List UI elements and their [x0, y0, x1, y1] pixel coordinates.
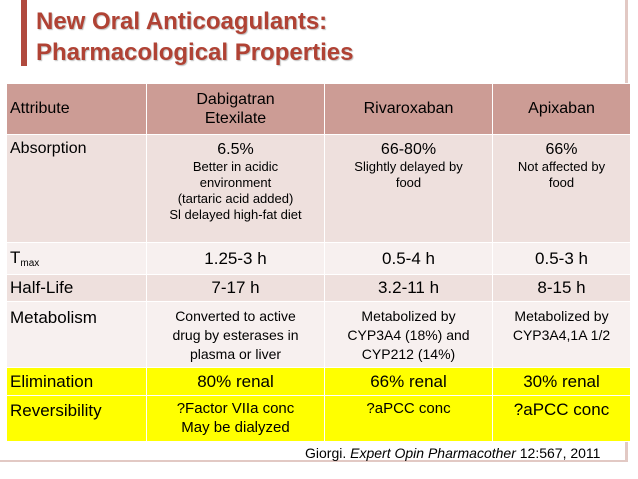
reversibility-apixaban: ?aPCC conc	[492, 395, 631, 442]
header-row: Attribute Dabigatran Etexilate Rivaroxab…	[6, 83, 631, 135]
title-line-2: Pharmacological Properties	[36, 39, 354, 66]
row-absorption: Absorption 6.5% Better in acidic environ…	[6, 134, 631, 243]
halflife-label: Half-Life	[6, 274, 147, 302]
reversibility-dabigatran-line-2: May be dialyzed	[181, 419, 290, 436]
row-tmax: Tmax 1.25-3 h 0.5-4 h 0.5-3 h	[6, 242, 631, 275]
halflife-apixaban: 8-15 h	[492, 274, 631, 302]
absorption-dabigatran-value: 6.5%	[217, 141, 254, 158]
absorption-apixaban-note-2: food	[548, 175, 575, 190]
row-reversibility: Reversibility ?Factor VIIa conc May be d…	[6, 395, 631, 442]
metabolism-rivaroxaban: Metabolized by CYP3A4 (18%) and CYP212 (…	[324, 301, 493, 368]
absorption-rivaroxaban-value: 66-80%	[380, 141, 437, 158]
tmax-label-sub: max	[20, 258, 40, 269]
metabolism-apixaban: Metabolized by CYP3A4,1A 1/2	[492, 301, 631, 368]
reversibility-rivaroxaban: ?aPCC conc	[324, 395, 493, 442]
absorption-dabigatran-note-1: Better in acidic	[192, 159, 279, 174]
header-apixaban: Apixaban	[492, 83, 631, 135]
header-dabigatran-line1: Dabigatran	[196, 91, 275, 108]
metabolism-apixaban-line-1: Metabolized by	[514, 308, 609, 324]
row-halflife: Half-Life 7-17 h 3.2-11 h 8-15 h	[6, 274, 631, 302]
absorption-dabigatran-note-2: environment	[199, 175, 272, 190]
row-metabolism: Metabolism Converted to active drug by e…	[6, 301, 631, 368]
absorption-label: Absorption	[6, 134, 147, 243]
metabolism-dabigatran-line-2: drug by esterases in	[172, 327, 299, 343]
metabolism-dabigatran: Converted to active drug by esterases in…	[146, 301, 325, 368]
accent-bar	[21, 0, 27, 66]
metabolism-rivaroxaban-line-2: CYP3A4 (18%) and	[347, 327, 470, 343]
header-dabigatran-line2: Etexilate	[204, 110, 267, 127]
header-attribute: Attribute	[6, 83, 147, 135]
tmax-dabigatran: 1.25-3 h	[146, 242, 325, 275]
reversibility-label: Reversibility	[6, 395, 147, 442]
elimination-apixaban: 30% renal	[492, 367, 631, 396]
metabolism-apixaban-line-2: CYP3A4,1A 1/2	[512, 327, 611, 343]
elimination-rivaroxaban: 66% renal	[324, 367, 493, 396]
header-rivaroxaban: Rivaroxaban	[324, 83, 493, 135]
tmax-label-main: T	[10, 248, 21, 267]
metabolism-label: Metabolism	[6, 301, 147, 368]
halflife-dabigatran: 7-17 h	[146, 274, 325, 302]
citation: Giorgi. Expert Opin Pharmacother 12:567,…	[305, 445, 635, 461]
absorption-apixaban-value: 66%	[545, 141, 578, 158]
absorption-rivaroxaban-note-1: Slightly delayed by	[354, 159, 463, 174]
slide-title: New Oral Anticoagulants: Pharmacological…	[36, 6, 596, 68]
citation-journal: Expert Opin Pharmacother	[350, 445, 516, 461]
metabolism-dabigatran-line-1: Converted to active	[175, 308, 296, 324]
metabolism-rivaroxaban-line-3: CYP212 (14%)	[361, 346, 456, 362]
citation-ref: 12:567, 2011	[515, 445, 601, 461]
absorption-rivaroxaban: 66-80% Slightly delayed by food	[324, 134, 493, 243]
tmax-rivaroxaban: 0.5-4 h	[324, 242, 493, 275]
row-elimination: Elimination 80% renal 66% renal 30% rena…	[6, 367, 631, 396]
elimination-dabigatran: 80% renal	[146, 367, 325, 396]
absorption-apixaban-note-1: Not affected by	[517, 159, 606, 174]
reversibility-dabigatran-line-1: ?Factor VIIa conc	[176, 400, 295, 417]
absorption-apixaban: 66% Not affected by food	[492, 134, 631, 243]
absorption-dabigatran-note-4: Sl delayed high-fat diet	[169, 207, 302, 222]
elimination-label: Elimination	[6, 367, 147, 396]
metabolism-dabigatran-line-3: plasma or liver	[189, 346, 282, 362]
absorption-dabigatran: 6.5% Better in acidic environment (tarta…	[146, 134, 325, 243]
properties-table: Attribute Dabigatran Etexilate Rivaroxab…	[6, 83, 631, 442]
reversibility-dabigatran: ?Factor VIIa conc May be dialyzed	[146, 395, 325, 442]
absorption-rivaroxaban-note-2: food	[395, 175, 422, 190]
halflife-rivaroxaban: 3.2-11 h	[324, 274, 493, 302]
metabolism-rivaroxaban-line-1: Metabolized by	[361, 308, 456, 324]
title-line-1: New Oral Anticoagulants:	[36, 8, 328, 35]
citation-author: Giorgi.	[305, 445, 351, 461]
tmax-apixaban: 0.5-3 h	[492, 242, 631, 275]
header-dabigatran: Dabigatran Etexilate	[146, 83, 325, 135]
tmax-label: Tmax	[6, 242, 147, 275]
absorption-dabigatran-note-3: (tartaric acid added)	[177, 191, 294, 206]
